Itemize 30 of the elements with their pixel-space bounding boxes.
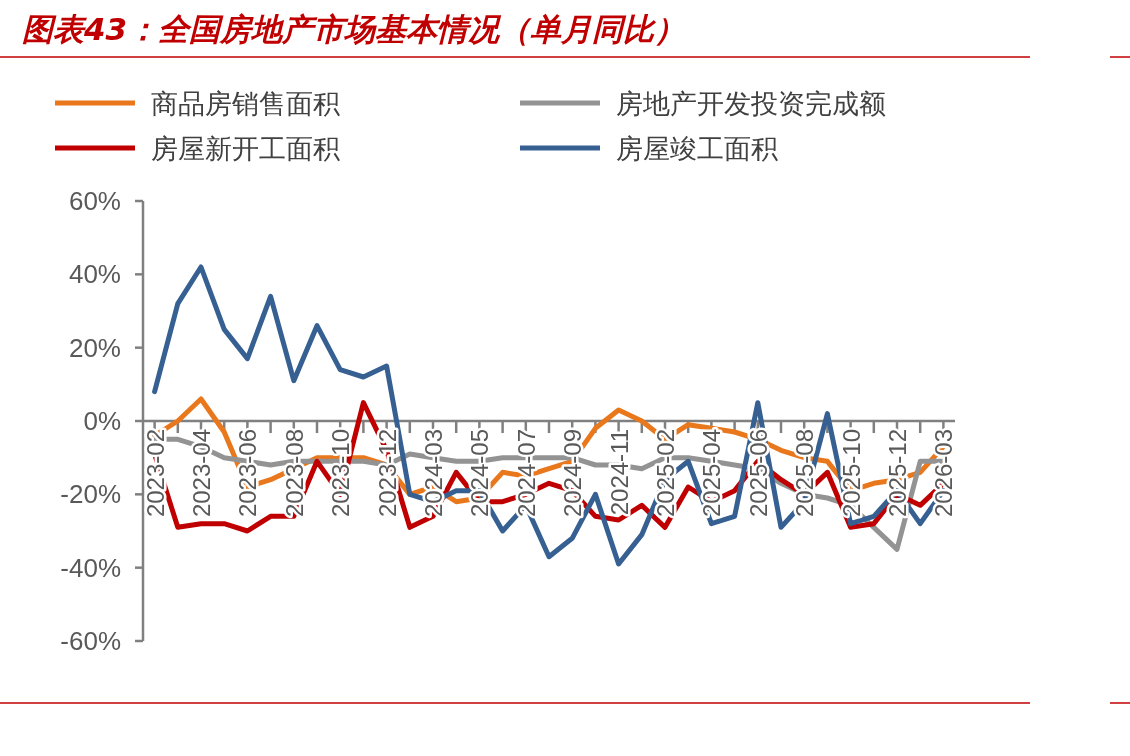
x-tick-label: 2025-02 — [652, 429, 679, 518]
x-tick-label: 2023-12 — [373, 429, 401, 518]
x-tick-label: 2025-04 — [698, 429, 726, 518]
y-tick-label: -60% — [60, 626, 121, 656]
y-tick-label: -20% — [60, 479, 121, 510]
x-tick-label: 2023-02 — [141, 429, 169, 518]
legend-label: 商品房销售面积 — [151, 88, 340, 119]
x-tick-label: 2023-04 — [188, 429, 215, 518]
legend-label: 房屋竣工面积 — [616, 133, 778, 164]
x-tick-label: 2025-06 — [744, 429, 772, 518]
x-tick-label: 2024-09 — [559, 429, 587, 518]
legend-label: 房屋新开工面积 — [151, 133, 340, 164]
x-tick-label: 2023-08 — [280, 429, 308, 518]
x-tick-label: 2023-06 — [234, 429, 262, 518]
x-tick-label: 2025-12 — [884, 429, 911, 518]
x-tick-label: 2024-11 — [605, 429, 633, 516]
y-tick-label: 40% — [68, 259, 121, 290]
x-tick-label: 2024-07 — [512, 429, 540, 518]
x-tick-label: 2024-03 — [420, 429, 447, 518]
y-tick-label: 0% — [83, 406, 121, 436]
x-tick-label: 2025-10 — [837, 429, 865, 518]
title: 图表43：全国房地产市场基本情况（单月同比） — [22, 11, 686, 47]
x-tick-label: 2025-08 — [791, 429, 819, 518]
x-tick-label: 2024-05 — [466, 429, 494, 518]
y-tick-label: 20% — [68, 332, 121, 363]
y-tick-label: 60% — [68, 186, 121, 216]
legend-label: 房地产开发投资完成额 — [616, 88, 886, 119]
x-tick-label: 2023-10 — [327, 429, 355, 518]
y-tick-label: -40% — [60, 552, 121, 583]
x-tick-label: 2026-03 — [930, 429, 958, 518]
